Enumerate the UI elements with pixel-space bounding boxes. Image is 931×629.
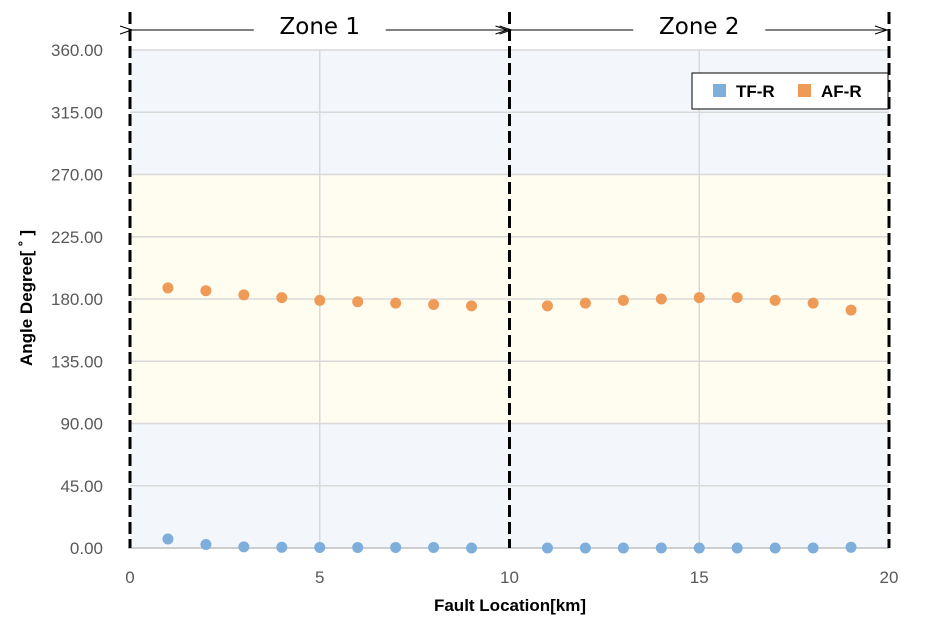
x-axis-title: Fault Location[km] [434, 596, 586, 615]
data-point-tf-r [845, 541, 857, 553]
data-point-af-r [807, 297, 819, 309]
data-point-af-r [541, 300, 553, 312]
x-tick-label: 20 [880, 568, 899, 587]
data-point-tf-r [617, 542, 629, 554]
data-point-tf-r [200, 539, 212, 551]
data-point-tf-r [693, 542, 705, 554]
data-point-tf-r [466, 542, 478, 554]
x-tick-label: 5 [315, 568, 324, 587]
zone-annotations: Zone 1 Zone 2 [130, 12, 891, 548]
y-tick-label: 225.00 [51, 228, 103, 247]
data-point-tf-r [655, 542, 667, 554]
y-tick-label: 45.00 [60, 477, 103, 496]
data-point-tf-r [276, 541, 288, 553]
data-point-af-r [693, 292, 705, 304]
legend-swatch-tf-r [713, 84, 726, 97]
axes: 0.00 45.00 90.00 135.00 180.00 225.00 270.00 31… [51, 41, 898, 587]
y-tick-label: 0.00 [70, 539, 103, 558]
data-point-af-r [238, 289, 250, 301]
legend-swatch-af-r [798, 84, 811, 97]
y-tick-label: 90.00 [60, 415, 103, 434]
data-point-tf-r [428, 541, 440, 553]
x-tick-label: 10 [500, 568, 519, 587]
data-point-af-r [314, 294, 326, 306]
data-point-af-r [162, 282, 174, 294]
legend: TF-R AF-R [691, 72, 889, 110]
data-point-af-r [390, 297, 402, 309]
zone-label: Zone 1 [280, 14, 361, 40]
legend-label-af-r: AF-R [821, 82, 862, 101]
data-point-af-r [655, 293, 667, 305]
x-tick-label: 0 [125, 568, 134, 587]
data-point-af-r [466, 300, 478, 312]
data-point-tf-r [807, 542, 819, 554]
data-point-af-r [731, 292, 743, 304]
data-point-af-r [200, 285, 212, 297]
data-point-tf-r [541, 542, 553, 554]
y-tick-label: 360.00 [51, 41, 103, 60]
data-point-af-r [617, 294, 629, 306]
y-tick-label: 315.00 [51, 103, 103, 122]
data-point-af-r [769, 294, 781, 306]
data-points [162, 282, 857, 554]
y-tick-label: 270.00 [51, 166, 103, 185]
data-point-af-r [428, 299, 440, 311]
data-point-tf-r [162, 533, 174, 545]
data-point-tf-r [731, 542, 743, 554]
data-point-tf-r [390, 541, 402, 553]
data-point-tf-r [238, 541, 250, 553]
data-point-tf-r [314, 541, 326, 553]
data-point-af-r [276, 292, 288, 304]
data-point-af-r [352, 296, 364, 308]
legend-label-tf-r: TF-R [736, 82, 775, 101]
data-point-af-r [845, 304, 857, 316]
zone-label: Zone 2 [659, 14, 740, 40]
data-point-tf-r [352, 541, 364, 553]
y-axis-title: Angle Degree[ ˚ ] [17, 230, 36, 366]
y-tick-label: 135.00 [51, 352, 103, 371]
data-point-af-r [579, 297, 591, 309]
y-tick-label: 180.00 [51, 290, 103, 309]
data-point-tf-r [769, 542, 781, 554]
x-tick-label: 15 [690, 568, 709, 587]
data-point-tf-r [579, 542, 591, 554]
